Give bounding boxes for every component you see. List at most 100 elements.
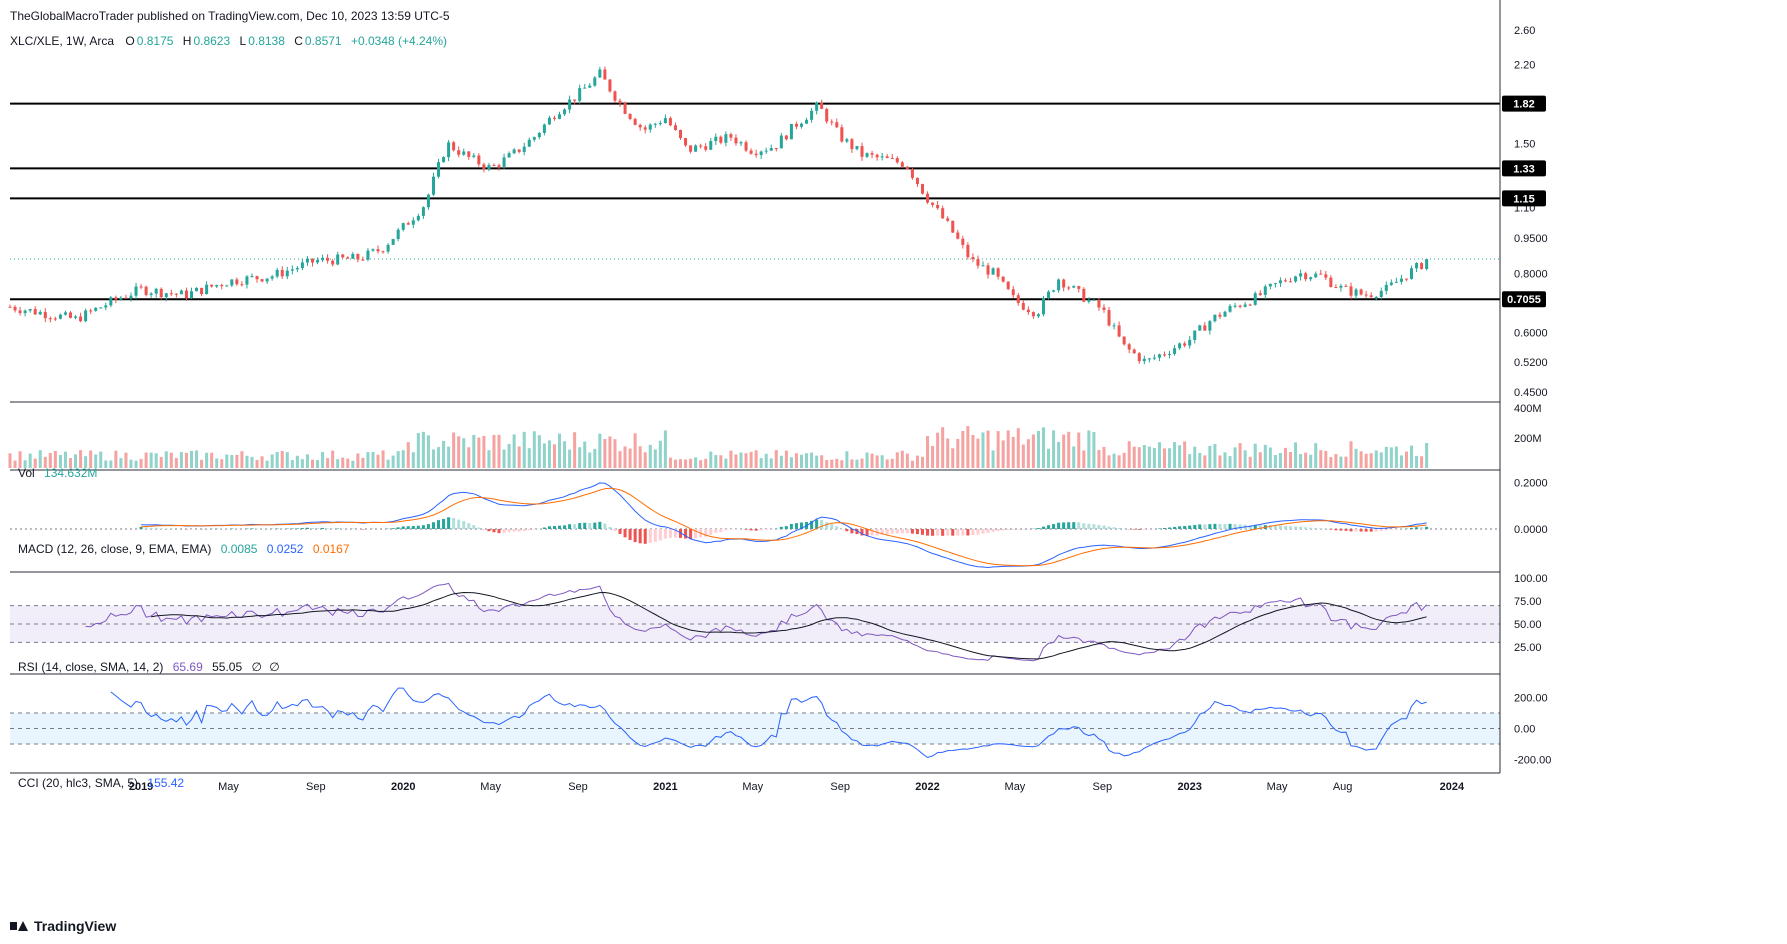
candle-body	[613, 91, 617, 101]
macd-histogram-bar	[643, 529, 647, 544]
rsi-axis-tick: 50.00	[1514, 619, 1542, 631]
volume-bar	[1193, 446, 1197, 468]
volume-bar	[1294, 442, 1298, 468]
price-axis-tick: 0.8000	[1514, 268, 1548, 280]
macd-label: MACD (12, 26, close, 9, EMA, EMA)	[18, 542, 212, 556]
macd-histogram-bar	[709, 529, 713, 535]
candle-body	[638, 124, 642, 128]
volume-bar	[1218, 455, 1222, 468]
macd-histogram-bar	[462, 521, 466, 529]
volume-bar	[1097, 449, 1101, 468]
candle-body	[331, 260, 335, 265]
volume-bar	[300, 459, 304, 468]
macd-histogram-bar	[1132, 529, 1136, 530]
candle-body	[996, 268, 1000, 277]
volume-bar	[900, 450, 904, 468]
candle-body	[905, 166, 909, 170]
volume-bar	[1420, 456, 1424, 468]
candle-body	[507, 153, 511, 158]
macd-histogram-bar	[527, 529, 531, 531]
volume-bar	[1394, 446, 1398, 468]
volume-bar	[250, 456, 254, 468]
candle-body	[33, 309, 37, 315]
volume-bar	[1384, 446, 1388, 468]
volume-bar	[764, 453, 768, 468]
level-badge-label: 1.33	[1513, 163, 1534, 175]
candle-body	[1344, 285, 1348, 287]
candle-body	[371, 249, 375, 251]
candle-body	[48, 318, 52, 320]
macd-histogram-bar	[1369, 529, 1373, 532]
candle-body	[346, 257, 350, 259]
candle-body	[235, 279, 239, 285]
tradingview-footer[interactable]: TradingView	[10, 918, 116, 934]
macd-histogram-bar	[1344, 529, 1348, 531]
candle-body	[164, 293, 168, 298]
candle-body	[1157, 354, 1161, 358]
symbol-label[interactable]: XLC/XLE, 1W, Arca	[10, 34, 115, 48]
volume-bar	[391, 455, 395, 468]
volume-bar	[623, 446, 627, 468]
macd-histogram-bar	[603, 523, 607, 529]
candle-body	[174, 293, 178, 295]
candle-body	[300, 262, 304, 269]
rsi-label: RSI (14, close, SMA, 14, 2)	[18, 660, 164, 674]
candle-body	[1410, 268, 1414, 279]
volume-bar	[1258, 452, 1262, 468]
macd-histogram-bar	[1112, 527, 1116, 529]
macd-histogram-bar	[618, 529, 622, 534]
volume-bar	[689, 458, 693, 468]
candle-body	[1243, 304, 1247, 307]
macd-histogram-bar	[573, 524, 577, 529]
candle-body	[1188, 339, 1192, 346]
macd-histogram-bar	[951, 529, 955, 536]
candle-body	[709, 141, 713, 150]
macd-histogram-bar	[442, 518, 446, 529]
volume-bar	[270, 454, 274, 468]
volume-bar	[663, 430, 667, 468]
volume-bar	[709, 451, 713, 468]
time-axis-label: 2022	[915, 781, 939, 793]
macd-legend: MACD (12, 26, close, 9, EMA, EMA) 0.0085…	[18, 542, 350, 556]
volume-bar	[820, 455, 824, 468]
macd-histogram-bar	[648, 529, 652, 543]
candle-body	[179, 290, 183, 295]
volume-bar	[497, 434, 501, 468]
candle-body	[668, 118, 672, 126]
volume-bar	[1082, 450, 1086, 468]
candle-body	[114, 297, 118, 300]
time-axis-label: Sep	[830, 781, 850, 793]
volume-bar	[431, 449, 435, 468]
macd-histogram-bar	[1283, 525, 1287, 529]
candle-body	[1384, 284, 1388, 291]
candle-body	[583, 87, 587, 89]
price-axis-tick: 2.20	[1514, 59, 1535, 71]
macd-histogram-bar	[820, 519, 824, 529]
candle-body	[1178, 343, 1182, 349]
volume-bar	[910, 460, 914, 468]
volume-bar	[1077, 432, 1081, 468]
candle-body	[684, 138, 688, 146]
volume-label: Vol	[18, 466, 35, 480]
candle-body	[931, 202, 935, 205]
cci-axis-tick: 0.00	[1514, 724, 1535, 736]
cci-label: CCI (20, hlc3, SMA, 5)	[18, 776, 139, 790]
macd-histogram-bar	[1208, 524, 1212, 529]
candle-body	[880, 156, 884, 158]
candle-body	[265, 278, 269, 282]
candle-body	[1324, 274, 1328, 278]
macd-histogram-bar	[1036, 528, 1040, 529]
macd-histogram-bar	[784, 526, 788, 529]
volume-bar	[457, 436, 461, 468]
volume-bar	[437, 447, 441, 468]
macd-histogram-bar	[900, 529, 904, 534]
candle-body	[1001, 276, 1005, 282]
volume-bar	[265, 460, 269, 468]
volume-bar	[1001, 440, 1005, 468]
macd-histogram-bar	[149, 527, 153, 529]
candle-body	[815, 102, 819, 111]
macd-histogram-bar	[1223, 523, 1227, 529]
volume-bar	[810, 452, 814, 468]
candle-body	[900, 162, 904, 167]
